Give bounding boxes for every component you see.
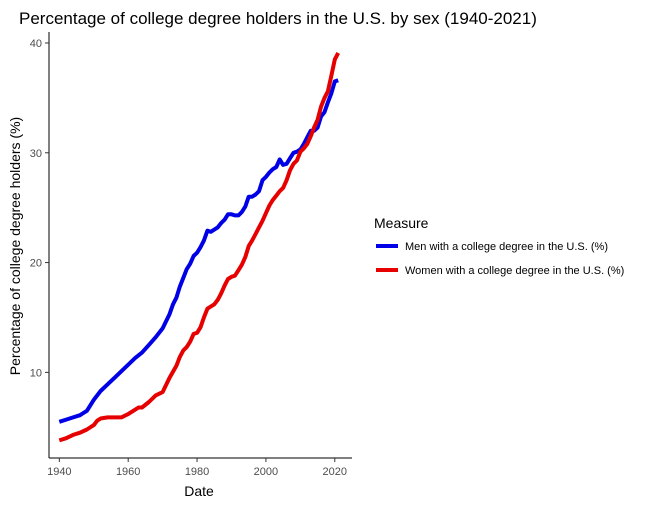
legend-label-women: Women with a college degree in the U.S. … bbox=[405, 265, 624, 277]
x-axis: 1940 1960 1980 2000 2020 bbox=[47, 457, 352, 478]
legend: Measure Men with a college degree in the… bbox=[374, 215, 624, 277]
chart-title: Percentage of college degree holders in … bbox=[19, 9, 537, 28]
y-axis: 10 20 30 40 bbox=[30, 32, 50, 458]
x-tick-label: 2020 bbox=[323, 466, 347, 478]
legend-title: Measure bbox=[374, 215, 429, 231]
series-layer bbox=[58, 51, 340, 443]
series-line-women bbox=[58, 51, 340, 443]
x-tick-label: 1960 bbox=[116, 466, 140, 478]
x-axis-title: Date bbox=[184, 483, 214, 499]
y-tick-label: 40 bbox=[30, 38, 42, 50]
y-tick-label: 10 bbox=[30, 367, 42, 379]
y-tick-label: 20 bbox=[30, 258, 42, 270]
x-tick-label: 2000 bbox=[254, 466, 278, 478]
y-tick-label: 30 bbox=[30, 148, 42, 160]
x-tick-label: 1980 bbox=[185, 466, 209, 478]
y-axis-title: Percentage of college degree holders (%) bbox=[7, 117, 23, 375]
x-tick-label: 1940 bbox=[47, 466, 71, 478]
series-line-men bbox=[58, 78, 339, 424]
legend-label-men: Men with a college degree in the U.S. (%… bbox=[405, 241, 608, 253]
